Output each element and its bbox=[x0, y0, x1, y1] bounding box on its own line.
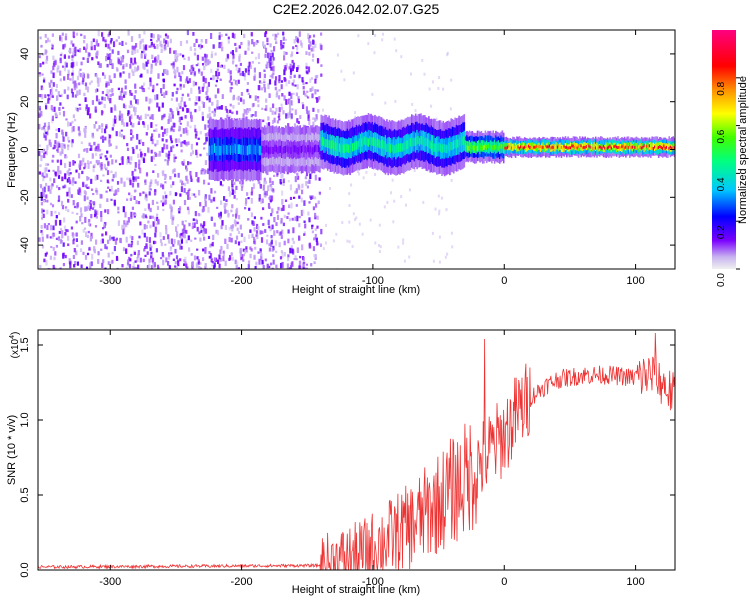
spectrogram-x-label: Height of straight line (km) bbox=[292, 284, 420, 296]
colorbar-tick-label: 0.2 bbox=[716, 225, 727, 239]
snr-x-axis: -300 -200 -100 0 100 bbox=[99, 330, 645, 588]
snr-y-tick-label: 1.5 bbox=[19, 337, 31, 352]
snr-scale-label: (x104) bbox=[9, 332, 21, 359]
snr-x-tick-label: -300 bbox=[99, 576, 121, 588]
spectrogram-x-tick-label: 0 bbox=[501, 275, 507, 287]
snr-series-line bbox=[38, 332, 675, 570]
snr-frame bbox=[37, 329, 676, 571]
snr-plot-area bbox=[38, 332, 675, 570]
colorbar-tick-label: 0.4 bbox=[716, 177, 727, 191]
colorbar bbox=[712, 30, 736, 269]
colorbar-tick-label: 0.8 bbox=[716, 81, 727, 95]
snr-x-label: Height of straight line (km) bbox=[292, 584, 420, 596]
spectrogram-noise bbox=[38, 30, 454, 269]
spectrogram-y-tick-label: 0 bbox=[19, 146, 31, 152]
spectrogram-signal-band bbox=[208, 113, 675, 182]
colorbar-axis: 0.0 0.2 0.4 0.6 0.8 bbox=[716, 77, 740, 287]
chart-title: C2E2.2026.042.02.07.G25 bbox=[273, 1, 440, 17]
colorbar-tick-label: 0.0 bbox=[716, 273, 727, 287]
snr-y-axis: 0.0 0.5 1.0 1.5 bbox=[19, 337, 675, 578]
snr-x-tick-label: 100 bbox=[626, 576, 644, 588]
snr-y-tick-label: 0.5 bbox=[19, 487, 31, 502]
colorbar-tick-label: 0.6 bbox=[716, 129, 727, 143]
snr-x-tick-label: -100 bbox=[362, 576, 384, 588]
spectrogram-y-tick-label: 20 bbox=[19, 96, 31, 108]
spectrogram-y-axis: -40 -20 0 20 40 bbox=[19, 48, 675, 253]
snr-x-tick-label: 0 bbox=[501, 576, 507, 588]
spectrogram-y-tick-label: 40 bbox=[19, 48, 31, 60]
spectrogram-y-tick-label: -20 bbox=[19, 189, 31, 205]
spectrogram-x-tick-label: 100 bbox=[626, 275, 644, 287]
spectrogram-y-tick-label: -40 bbox=[19, 237, 31, 253]
spectrogram-x-tick-label: -200 bbox=[231, 275, 253, 287]
colorbar-label: Normalized spectral amplitude bbox=[737, 76, 749, 224]
snr-y-tick-label: 1.0 bbox=[19, 412, 31, 427]
spectrogram-x-tick-label: -300 bbox=[99, 275, 121, 287]
snr-y-label: SNR (10 * v/v) bbox=[6, 415, 18, 485]
spectrogram-y-label: Frequency (Hz) bbox=[6, 112, 18, 188]
snr-y-tick-label: 0.0 bbox=[19, 562, 31, 577]
snr-x-tick-label: -200 bbox=[231, 576, 253, 588]
spectrogram-image bbox=[38, 30, 675, 269]
spectrogram-x-axis: -300 -200 -100 0 100 bbox=[99, 30, 645, 287]
spectrogram-x-tick-label: -100 bbox=[362, 275, 384, 287]
